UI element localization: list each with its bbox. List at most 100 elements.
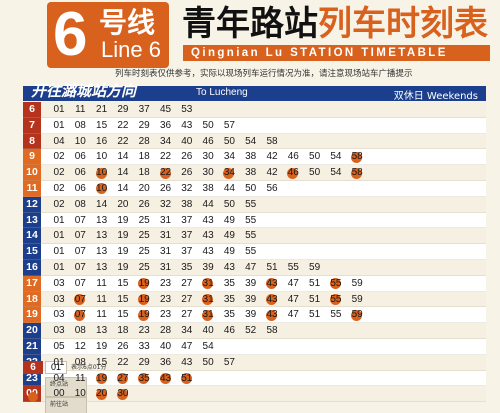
hour-cell: 12 (23, 196, 41, 213)
minute-cell: 21 (96, 104, 108, 115)
minute-cell: 04 (53, 372, 65, 384)
minute-cell-short-turn: 51 (178, 371, 196, 387)
minute-cell: 49 (223, 230, 235, 242)
line-label-en: Line 6 (101, 37, 161, 62)
minute-cell-short-turn: 43 (157, 371, 175, 387)
minute-cell: 47 (287, 293, 299, 305)
minute-cell: 38 (245, 167, 257, 179)
minute-cell: 35 (223, 277, 235, 289)
hour-cell: 6 (23, 102, 41, 118)
minute-cell: 22 (117, 135, 129, 147)
minute-cell-short-turn: 00 (50, 386, 68, 402)
hour-cell: 10 (23, 165, 41, 181)
timetable-row: 12 02 08 14 20 26 32 38 44 50 55 (23, 196, 486, 213)
minute-cell: 40 (159, 340, 172, 352)
minute-cell: 18 (138, 151, 150, 163)
timetable-row: 16 01 07 13 19 25 31 35 39 43 47 51 55 59 (23, 259, 486, 276)
minute-cell: 39 (245, 277, 257, 289)
minute-cell: 32 (159, 198, 172, 210)
minute-cell-short-turn: 10 (93, 165, 111, 181)
minute-cell: 15 (117, 293, 129, 305)
minute-cell: 25 (138, 246, 150, 258)
minute-cell: 28 (159, 325, 172, 337)
minute-cell: 26 (159, 182, 172, 194)
minute-cell: 50 (223, 198, 235, 210)
minute-cell: 43 (202, 246, 214, 258)
minute-cell-short-turn: 19 (135, 292, 153, 308)
minute-cell-short-turn: 55 (327, 292, 345, 308)
hour-cell: 18 (23, 291, 41, 308)
minute-cell: 50 (309, 167, 321, 179)
minute-cell: 06 (74, 151, 86, 163)
minute-cell: 22 (117, 356, 129, 368)
minute-cell: 36 (159, 356, 172, 368)
minute-cell: 43 (181, 356, 193, 368)
minute-cell: 50 (245, 182, 257, 194)
minute-cell: 51 (309, 293, 321, 305)
minute-cell: 55 (245, 198, 257, 210)
minute-cell: 19 (117, 261, 129, 273)
minute-cell: 14 (117, 167, 129, 179)
minute-cell: 07 (74, 214, 86, 226)
timetable-row: 10 02 06 10 14 18 22 26 30 34 38 42 46 50 54 58 (23, 165, 486, 181)
minute-cell: 15 (117, 277, 129, 289)
hour-cell: 17 (23, 275, 41, 292)
minute-cell: 08 (74, 356, 86, 368)
minute-cell: 01 (53, 119, 65, 131)
minute-cell: 29 (138, 119, 150, 131)
minute-cell: 07 (74, 261, 86, 273)
header: 6 号线 Line 6 青年路站列车时刻表 Qingnian Lu STATIO… (0, 0, 500, 88)
legend-minute: 01 (45, 361, 67, 374)
minute-cell: 34 (181, 325, 193, 337)
timetable-row: 8 04 10 16 22 28 34 40 46 50 54 58 (23, 133, 486, 150)
minute-cell: 01 (53, 104, 65, 115)
timetable-row: 19 03 07 11 15 19 23 27 31 35 39 43 47 51 55 59 (23, 307, 486, 324)
minute-cell: 03 (53, 293, 65, 305)
minute-cell: 10 (96, 151, 108, 163)
line-label-cn: 号线 (99, 6, 156, 39)
minute-cell: 27 (181, 309, 193, 321)
minute-cell-short-turn: 31 (199, 292, 217, 308)
minute-cell: 42 (266, 167, 278, 179)
minute-cell: 54 (330, 151, 342, 163)
notice-text: 列车时刻表仅供参考，实际以现场列车运行情况为准，请注意现场站车广播提示 (115, 69, 413, 79)
minute-cell: 11 (75, 372, 86, 384)
minute-cell: 25 (138, 230, 150, 242)
minute-cell: 44 (202, 198, 214, 210)
minute-cell-short-turn: 10 (71, 386, 89, 402)
minute-cell: 51 (266, 261, 278, 273)
minute-cell: 23 (159, 293, 172, 305)
minute-cell: 04 (53, 135, 65, 147)
minute-cell: 34 (223, 151, 235, 163)
minute-cell-short-turn: 10 (93, 181, 111, 197)
minute-cell: 51 (309, 309, 321, 321)
minute-cell: 15 (117, 309, 129, 321)
hour-cell: 14 (23, 228, 41, 245)
legend-hour: 6 (23, 361, 43, 374)
minute-cell: 54 (202, 340, 214, 352)
minute-cell-short-turn: 43 (263, 276, 281, 292)
minute-cell: 47 (181, 340, 193, 352)
minute-cell: 19 (96, 340, 108, 352)
minute-cell: 15 (96, 119, 108, 131)
minute-cell: 13 (96, 230, 108, 242)
legend-box-short-turn-label: 前往站 (50, 401, 69, 408)
minute-cell: 02 (53, 198, 65, 210)
minute-cell: 49 (223, 214, 235, 226)
minute-cell: 07 (74, 246, 86, 258)
timetable-row: 6 01 11 21 29 37 45 53 (23, 102, 486, 118)
minute-cell: 22 (117, 119, 129, 131)
minute-cell-short-turn: 58 (348, 165, 366, 181)
minute-cell-short-turn: 30 (114, 386, 132, 402)
timetable-row: 0000102030 (23, 386, 486, 403)
minute-cell: 59 (351, 293, 363, 305)
minute-cell: 07 (74, 277, 86, 289)
minute-cell-short-turn: 55 (327, 276, 345, 292)
minute-cell: 03 (53, 277, 65, 289)
minute-cell-short-turn: 19 (135, 276, 153, 292)
minute-cell: 55 (245, 214, 257, 226)
minute-cell: 35 (223, 293, 235, 305)
minute-cell: 49 (223, 246, 235, 258)
minute-cell: 11 (96, 277, 107, 289)
minute-cell: 37 (138, 104, 150, 115)
